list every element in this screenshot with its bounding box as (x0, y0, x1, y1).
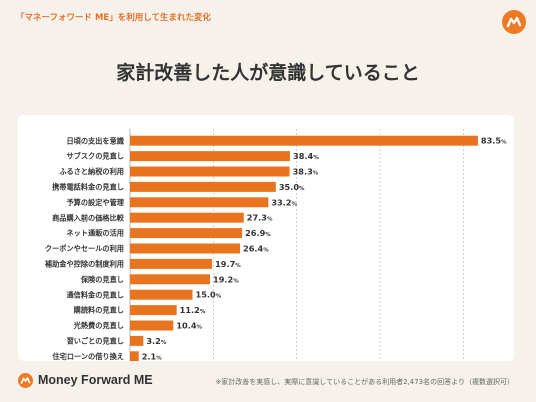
bar (130, 351, 139, 361)
bar (130, 335, 144, 346)
data-label: 26.9% (245, 228, 271, 238)
data-label: 19.7% (215, 259, 241, 269)
bar (130, 289, 193, 300)
category-label: 予算の設定や管理 (66, 198, 124, 207)
category-label: 購読料の見直し (73, 306, 124, 315)
brand-name: Money Forward ME (38, 373, 153, 387)
bar-chart: 020406080日頃の支出を意識83.5%サブスクの見直し38.4%ふるさと納… (44, 129, 507, 361)
category-label: サブスクの見直し (66, 152, 124, 161)
data-label: 33.2% (271, 197, 297, 207)
category-label: 日頃の支出を意識 (66, 136, 124, 145)
bar (130, 274, 210, 285)
bar (130, 258, 213, 269)
bar (130, 320, 174, 331)
data-label: 38.4% (293, 151, 319, 161)
category-label: 習いごとの見直し (67, 337, 124, 346)
bar (130, 228, 243, 239)
category-label: 商品購入前の価格比較 (52, 213, 125, 222)
footnote: ※家計改善を実感し、実際に意識していることがある利用者2,473名の回答より（複… (215, 378, 514, 386)
data-label: 10.4% (176, 321, 202, 331)
data-label: 35.0% (279, 182, 305, 192)
bar (130, 212, 244, 223)
category-label: 通信料金の見直し (66, 290, 124, 299)
money-forward-logo-icon (502, 10, 526, 34)
footer-logo: Money Forward ME (18, 370, 153, 390)
chart-card: 020406080日頃の支出を意識83.5%サブスクの見直し38.4%ふるさと納… (18, 115, 514, 361)
bar (130, 243, 240, 254)
top-label: 「マネーフォワード ME」を利用して生まれた変化 (16, 13, 211, 23)
category-label: ふるさと納税の利用 (59, 167, 124, 176)
data-label: 26.4% (243, 244, 269, 254)
category-label: 補助金や控除の制度利用 (44, 260, 124, 269)
category-label: クーポンやセールの利用 (45, 244, 124, 253)
money-forward-logo-icon (18, 372, 33, 388)
category-label: 携帯電話料金の見直し (52, 183, 124, 192)
category-label: ネット通販の活用 (66, 229, 124, 238)
bar (130, 197, 269, 208)
bar (130, 151, 290, 162)
category-label: 保険の見直し (80, 275, 124, 284)
data-label: 83.5% (481, 136, 507, 146)
data-label: 27.3% (247, 213, 273, 223)
data-label: 19.2% (213, 274, 239, 284)
data-label: 15.0% (196, 290, 222, 300)
data-label: 38.3% (293, 167, 319, 177)
data-label: 2.1% (142, 351, 163, 361)
bar (130, 135, 478, 146)
category-label: 光熱費の見直し (73, 321, 124, 330)
bar (130, 181, 276, 192)
page-title: 家計改善した人が意識していること (116, 62, 420, 84)
bar (130, 305, 177, 316)
data-label: 11.2% (180, 305, 206, 315)
category-label: 住宅ローンの借り換え (52, 352, 124, 361)
bar (130, 166, 290, 177)
data-label: 3.2% (146, 336, 167, 346)
